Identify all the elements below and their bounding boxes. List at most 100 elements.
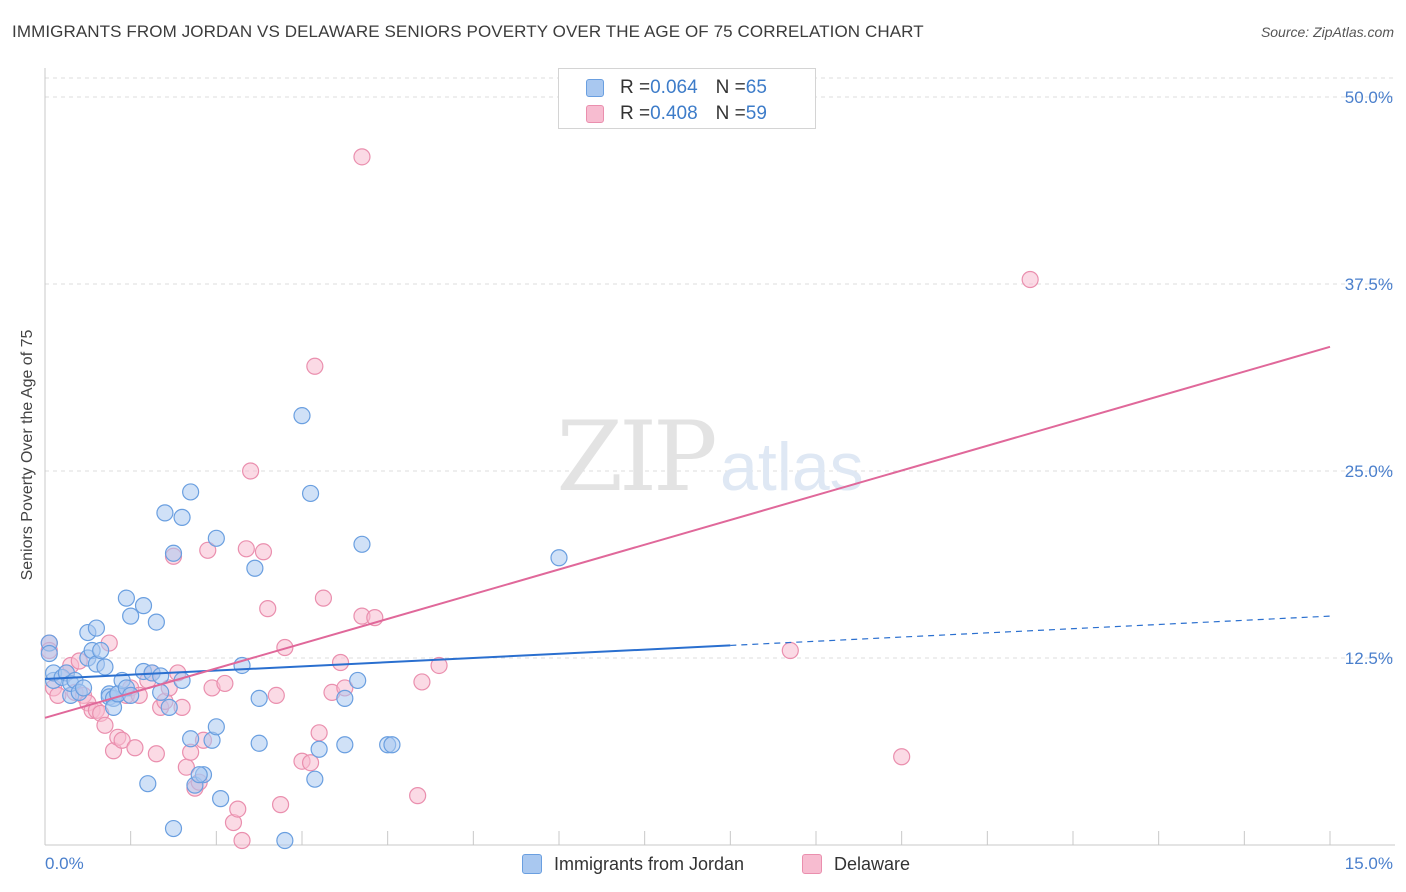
delaware-point [113,731,131,749]
delaware-point [430,656,448,675]
delaware-point [267,686,285,705]
watermark-zip: ZIP [556,401,715,513]
legend-r-value: 0.408 [650,103,698,124]
jordan-legend-swatch [522,854,542,874]
y-tick-label: 12.5% [1345,649,1393,668]
delaware-point [147,745,165,763]
jordan-point [250,689,268,707]
correlation-legend: R = 0.064 N = 65 R = 0.408 N = 59 [558,68,816,129]
delaware-point [353,148,371,166]
jordan-point [250,734,268,752]
jordan-point [182,483,200,501]
delaware-point [271,796,290,814]
jordan-point [212,790,230,808]
jordan-point [301,484,320,503]
jordan-point [96,658,114,676]
delaware-point [96,716,114,734]
source-label: Source: ZipAtlas.com [1260,24,1394,40]
delaware-point [237,540,255,558]
x-tick-label: 15.0% [1345,854,1393,873]
trend-lines [44,345,1331,719]
jordan-point [293,407,311,425]
jordan-point [353,535,371,553]
jordan-point [92,641,110,660]
legend-n-value: 59 [745,103,767,124]
delaware-legend-swatch [802,854,822,874]
jordan-point [147,613,165,631]
delaware-point [1021,270,1039,289]
jordan-point [87,619,106,637]
jordan-point [74,679,93,697]
jordan-point [139,775,157,793]
jordan-point [306,770,324,788]
delaware-trend-line [44,345,1331,719]
delaware-point [276,638,294,657]
delaware-point [233,831,251,850]
y-tick-label: 50.0% [1345,88,1393,107]
jordan-point [276,831,294,850]
jordan-point [152,667,170,685]
delaware-point [242,462,260,480]
jordan-points [40,407,568,850]
jordan-point [122,607,140,625]
y-tick-label: 25.0% [1345,462,1393,481]
jordan-point [117,589,135,607]
jordan-point [156,504,174,522]
delaware-legend-label: Delaware [834,853,911,874]
jordan-point [310,740,328,758]
legend-r-label: R = [620,103,651,124]
jordan-swatch [586,79,604,97]
jordan-point [246,559,264,577]
delaware-point [126,739,144,757]
zipatlas-watermark: ZIP atlas [556,401,863,513]
tick-labels: 12.5% 25.0% 37.5% 50.0% 0.0% 15.0% [45,88,1393,873]
watermark-atlas: atlas [720,429,864,505]
delaware-point [310,724,328,742]
jordan-point [349,671,367,690]
jordan-point [134,597,153,615]
bottom-legend-jordan: Immigrants from Jordan [522,852,744,876]
legend-r-value: 0.064 [650,77,698,98]
jordan-point [173,508,191,526]
x-tick-label: 0.0% [45,854,84,873]
jordan-legend-label: Immigrants from Jordan [554,853,745,874]
jordan-point [336,689,354,707]
jordan-point [207,718,225,736]
delaware-point [893,748,911,766]
axes-layer [44,68,1395,846]
delaware-point [254,543,273,561]
delaware-swatch [586,105,604,123]
delaware-point [314,589,333,607]
jordan-point [550,549,568,567]
jordan-point [383,736,401,754]
delaware-point [331,653,350,672]
jordan-trend-line [44,644,731,680]
legend-row-delaware: R = 0.408 N = 59 [586,103,767,125]
delaware-point [229,800,247,818]
chart-title: IMMIGRANTS FROM JORDAN VS DELAWARE SENIO… [12,22,924,41]
legend-n-label: N = [715,77,746,98]
bottom-legend-delaware: Delaware [802,852,910,876]
delaware-point [301,754,320,772]
jordan-point [40,644,58,663]
legend-n-label: N = [715,103,746,124]
delaware-point [781,641,799,660]
jordan-point [160,698,178,716]
delaware-point [409,787,427,805]
jordan-point [164,819,183,838]
delaware-point [259,600,277,618]
delaware-point [216,674,234,693]
y-tick-label: 37.5% [1345,275,1393,294]
delaware-point [199,541,217,559]
legend-n-value: 65 [745,77,767,98]
jordan-point [182,730,200,748]
jordan-point [336,736,354,754]
jordan-point [190,766,208,784]
legend-r-label: R = [620,77,651,98]
legend-row-jordan: R = 0.064 N = 65 [586,77,767,99]
jordan-point [207,529,225,547]
delaware-point [306,357,324,375]
delaware-point [413,673,431,691]
jordan-trend-extension [730,615,1331,647]
